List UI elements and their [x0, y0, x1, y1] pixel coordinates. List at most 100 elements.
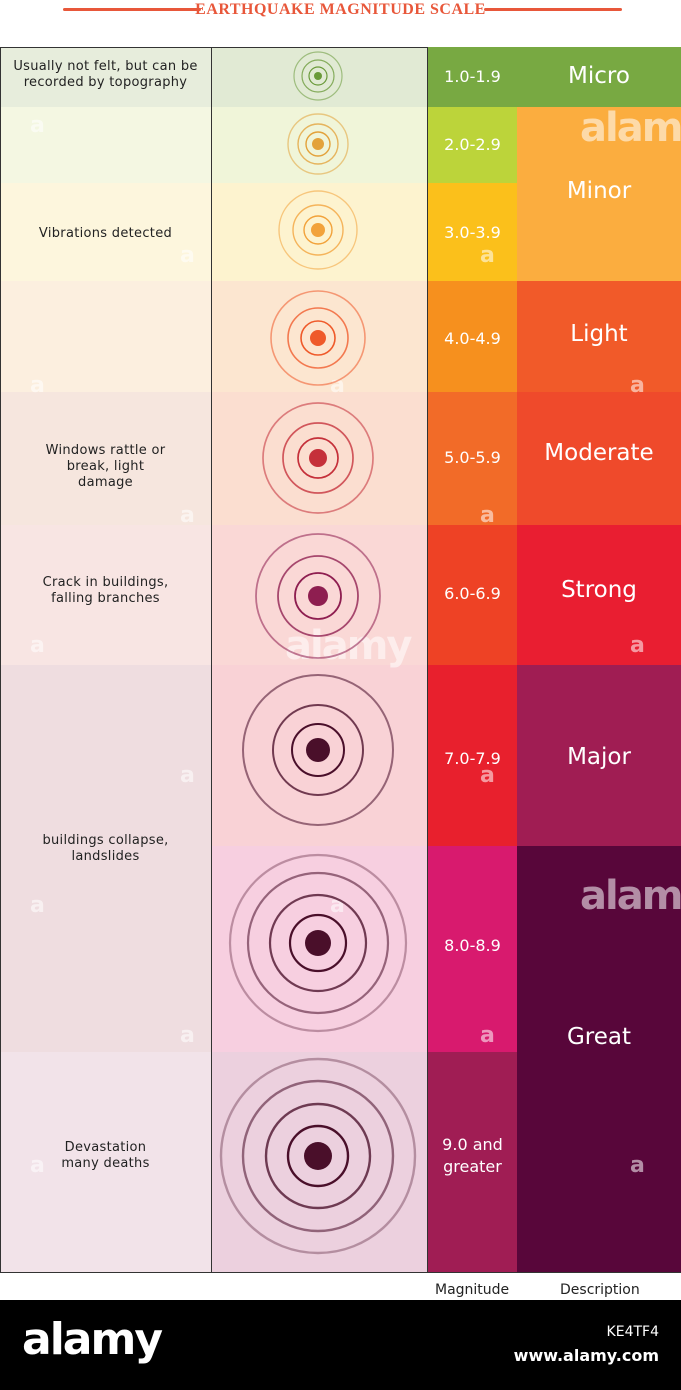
ring-group-3	[278, 190, 358, 270]
effect-text-6: Devastation many deaths	[61, 1140, 150, 1171]
ring	[288, 913, 348, 973]
ring	[241, 1079, 395, 1233]
watermark-bar: alamy KE4TF4 www.alamy.com	[0, 1300, 681, 1390]
ring	[270, 290, 366, 386]
mag-cell-6	[428, 525, 517, 665]
epicenter-dot	[314, 72, 322, 80]
ring	[262, 402, 374, 514]
effect-bg-7	[0, 665, 211, 1052]
ring-group-2	[287, 113, 349, 175]
epicenter-dot	[306, 738, 330, 762]
mag-label-6: 6.0-6.9	[444, 584, 501, 603]
mag-cell-7	[428, 665, 517, 846]
ring-group-9	[219, 1057, 417, 1255]
ring	[303, 215, 333, 245]
desc-label-strong: Strong	[561, 577, 637, 603]
ring-group-1	[293, 51, 343, 101]
ring	[293, 51, 343, 101]
ring	[278, 190, 358, 270]
ring-group-5	[262, 402, 374, 514]
effect-bg-6	[0, 525, 211, 665]
border-left	[0, 47, 1, 1273]
epicenter-dot	[309, 449, 327, 467]
mag-label-2: 2.0-2.9	[444, 135, 501, 154]
border-top	[0, 47, 428, 48]
effect-bg-4	[0, 281, 211, 392]
desc-cell-great	[517, 846, 681, 1273]
effect-text-2: Vibrations detected	[38, 226, 173, 241]
effect-bg-1	[0, 47, 211, 107]
ring	[305, 131, 331, 157]
column-label-magnitude: Magnitude	[435, 1282, 510, 1298]
image-id: KE4TF4	[606, 1324, 659, 1340]
effect-text-4: Crack in buildings, falling branches	[42, 575, 169, 606]
ring	[268, 893, 368, 993]
ring-group-6	[255, 533, 381, 659]
effect-text-5: buildings collapse, landslides	[42, 833, 169, 864]
desc-cell-major	[517, 665, 681, 846]
mag-cell-9	[428, 1052, 517, 1273]
desc-cell-minor	[517, 107, 681, 281]
ring	[277, 555, 359, 637]
mag-cell-5	[428, 392, 517, 525]
epicenter-dot	[310, 330, 326, 346]
desc-label-major: Major	[567, 744, 631, 770]
mag-cell-1	[428, 47, 517, 107]
desc-label-light: Light	[570, 321, 628, 347]
effect-bg-2	[0, 107, 211, 183]
desc-cell-micro	[517, 47, 681, 107]
desc-cell-light	[517, 281, 681, 392]
epicenter-dot	[305, 930, 331, 956]
mag-label-7: 7.0-7.9	[444, 749, 501, 768]
mag-label-9: 9.0 and greater	[442, 1135, 503, 1176]
mag-cell-4	[428, 281, 517, 392]
effect-text-3: Windows rattle or break, light damage	[45, 443, 166, 490]
desc-label-minor: Minor	[566, 178, 632, 204]
ring	[272, 704, 364, 796]
effect-bg-8	[0, 1052, 211, 1273]
ring	[246, 871, 390, 1015]
effect-bg-3	[0, 183, 211, 281]
border-bottom	[0, 1272, 681, 1273]
title-line-left	[63, 8, 201, 11]
ring	[292, 204, 344, 256]
border-mag	[427, 47, 428, 1273]
ring	[301, 59, 335, 93]
epicenter-dot	[312, 138, 324, 150]
mag-cell-8	[428, 846, 517, 1052]
rings-illustration	[219, 51, 417, 1255]
ring	[282, 422, 354, 494]
ring	[219, 1057, 417, 1255]
brand-logo: alamy	[22, 1314, 163, 1365]
desc-cell-strong	[517, 525, 681, 665]
mag-label-1: 1.0-1.9	[444, 67, 501, 86]
mag-label-5: 5.0-5.9	[444, 448, 501, 467]
ring	[255, 533, 381, 659]
ring	[228, 853, 408, 1033]
ring	[286, 1124, 350, 1188]
mag-label-3: 3.0-3.9	[444, 223, 501, 242]
ring	[300, 320, 336, 356]
epicenter-dot	[311, 223, 325, 237]
title-bar: EARTHQUAKE MAGNITUDE SCALE	[0, 0, 681, 30]
mag-label-8: 8.0-8.9	[444, 936, 501, 955]
page-title: EARTHQUAKE MAGNITUDE SCALE	[195, 1, 486, 18]
epicenter-dot	[304, 1142, 332, 1170]
ring-group-8	[228, 853, 408, 1033]
column-label-description: Description	[560, 1282, 640, 1298]
ring	[294, 572, 342, 620]
ring	[297, 123, 339, 165]
border-mid	[211, 47, 212, 1273]
ring	[297, 437, 339, 479]
ring	[287, 113, 349, 175]
ring	[287, 307, 349, 369]
ring-group-7	[242, 674, 394, 826]
mag-cell-2	[428, 107, 517, 183]
ring	[242, 674, 394, 826]
title-line-right	[484, 8, 622, 11]
desc-label-micro: Micro	[568, 63, 630, 89]
site-url: www.alamy.com	[513, 1346, 659, 1365]
ring	[291, 723, 345, 777]
desc-label-moderate: Moderate	[544, 440, 654, 466]
mag-label-4: 4.0-4.9	[444, 329, 501, 348]
